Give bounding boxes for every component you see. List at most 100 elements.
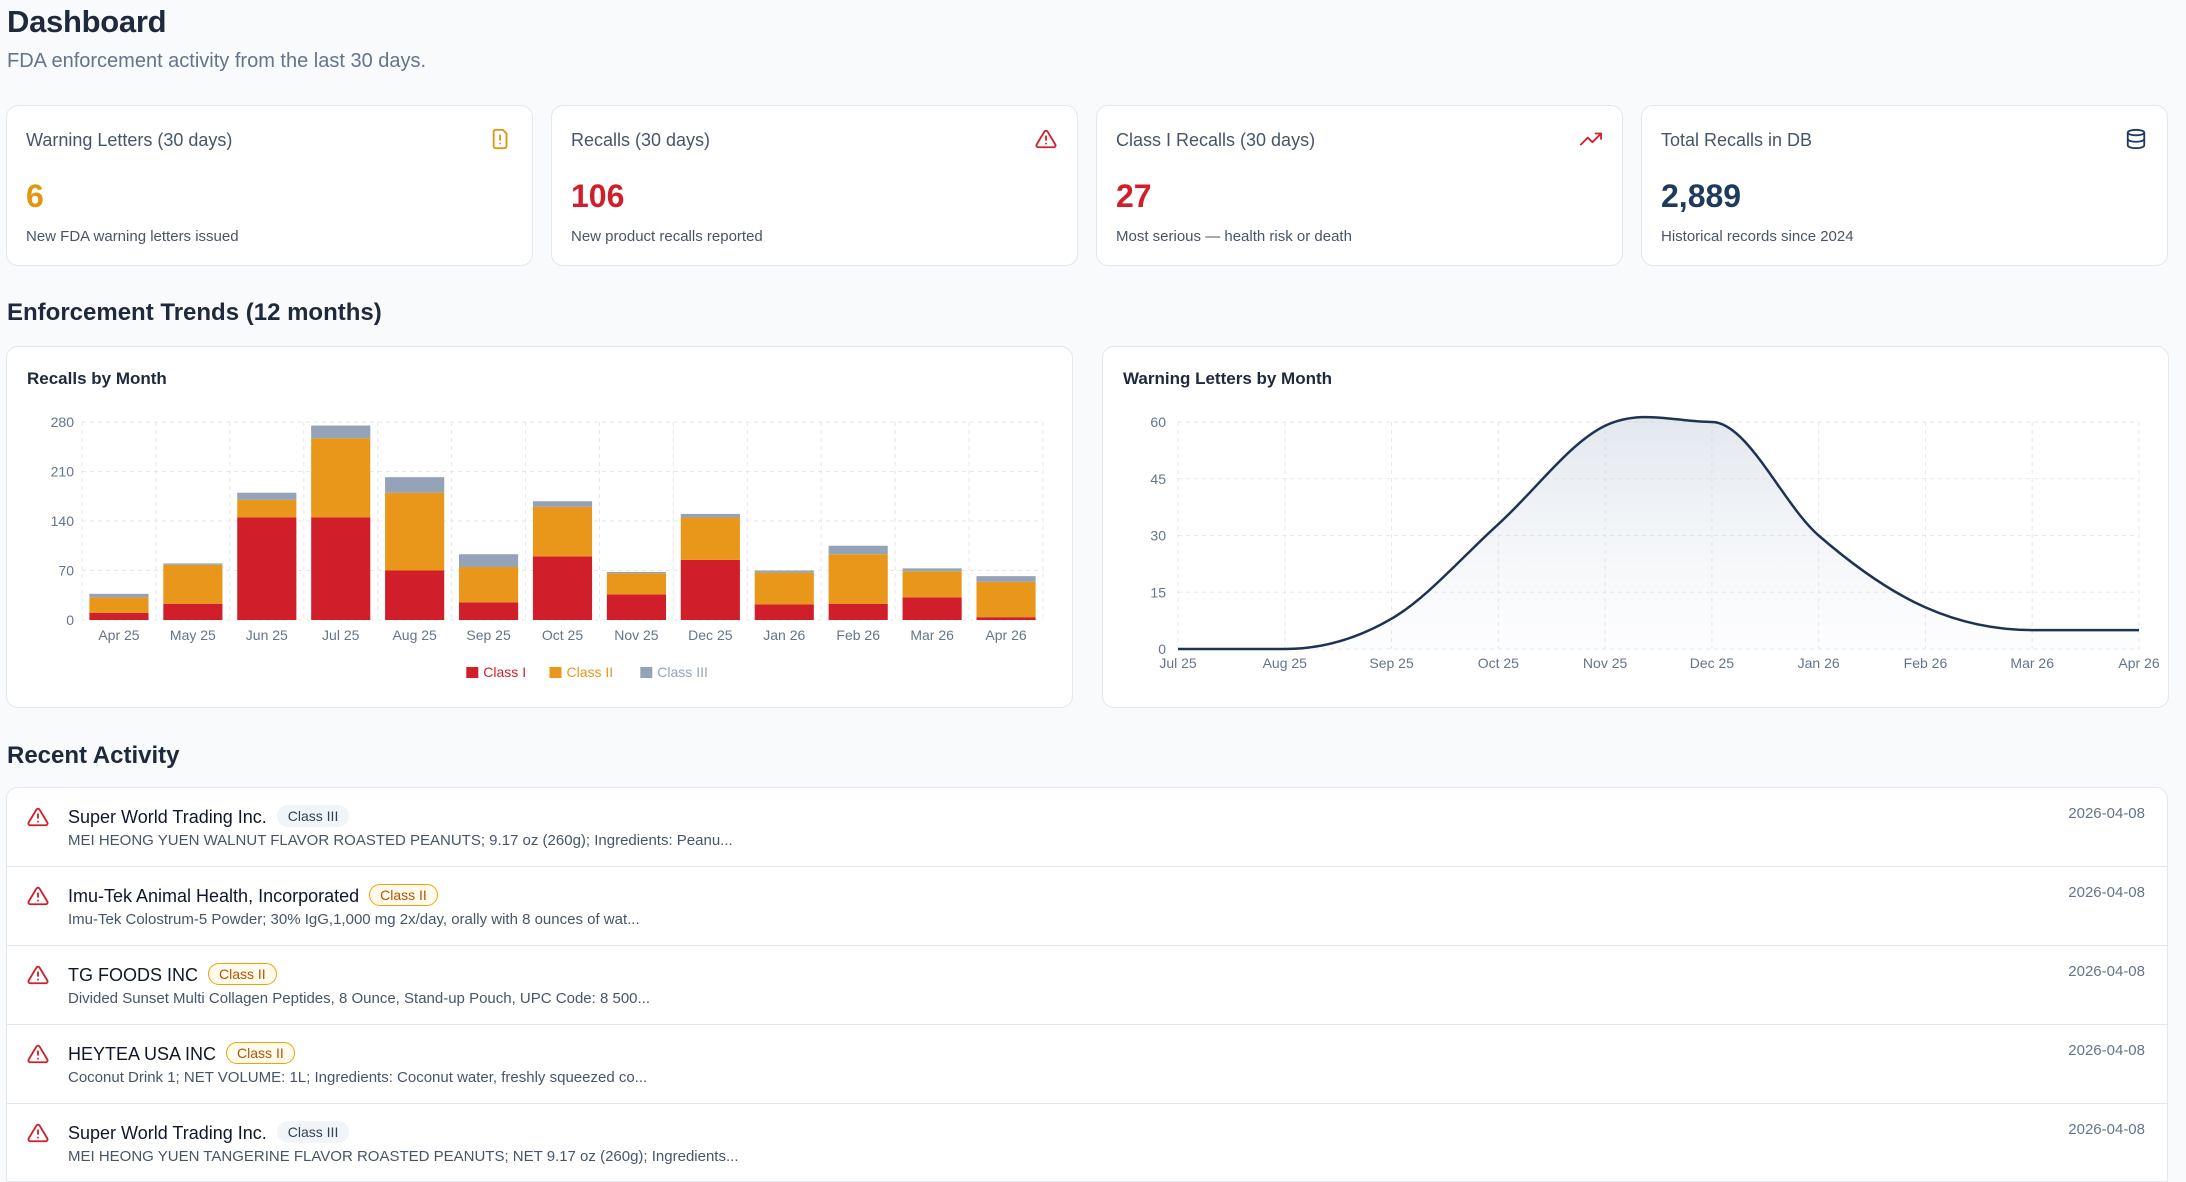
legend-swatch xyxy=(640,667,653,678)
activity-description: MEI HEONG YUEN WALNUT FLAVOR ROASTED PEA… xyxy=(68,832,733,849)
bar-segment xyxy=(311,438,371,518)
bar-segment xyxy=(459,602,519,620)
bar-segment xyxy=(532,556,593,620)
warning-letters-area-chart: 0 15 30 45 60 Jul 25 Aug 25 Sep 25 Oct 25 Nov 25 D… xyxy=(1150,414,2159,671)
x-tick-label: Oct 25 xyxy=(1478,655,1519,671)
bar-segment xyxy=(828,545,888,555)
activity-description: Coconut Drink 1; NET VOLUME: 1L; Ingredi… xyxy=(68,1069,648,1086)
trending-up-icon xyxy=(1580,132,1602,146)
x-tick-label: Aug 25 xyxy=(1263,655,1308,671)
x-tick-label: Aug 25 xyxy=(392,627,437,643)
bar-segment xyxy=(976,581,1036,618)
x-tick-label: Nov 25 xyxy=(1583,655,1628,671)
bar-segment xyxy=(385,477,445,493)
legend-label: Class II xyxy=(567,664,614,680)
stat-description: New FDA warning letters issued xyxy=(26,228,239,245)
activity-date: 2026-04-08 xyxy=(2068,805,2145,822)
stat-card-total-recalls: Total Recalls in DB 2,889 Historical rec… xyxy=(1641,105,2168,266)
chart-title: Warning Letters by Month xyxy=(1123,369,1333,388)
area-fill xyxy=(1178,417,2139,649)
activity-firm-label: HEYTEA USA INC xyxy=(68,1044,217,1064)
recall-class-badge: Class III xyxy=(276,805,350,827)
alert-triangle-icon xyxy=(27,1044,49,1064)
activity-firm-label: Imu-Tek Animal Health, Incorporated xyxy=(68,886,360,906)
stat-label: Class I Recalls (30 days) xyxy=(1116,130,1316,150)
bar-segment xyxy=(237,499,297,518)
recall-class-badge: Class II xyxy=(369,884,438,906)
x-tick-label: Apr 25 xyxy=(98,627,139,643)
activity-list: Super World Trading Inc. Class III MEI HEO… xyxy=(6,787,2168,1182)
alert-triangle-icon xyxy=(27,807,49,827)
activity-firm-label: TG FOODS INC xyxy=(68,965,198,985)
y-tick-label: 70 xyxy=(58,563,74,579)
x-tick-label: Jan 26 xyxy=(763,627,805,643)
stat-label: Recalls (30 days) xyxy=(571,130,711,150)
bar-segment xyxy=(754,572,814,605)
x-tick-label: May 25 xyxy=(170,627,216,643)
stat-value: 27 xyxy=(1116,178,1152,214)
activity-item[interactable]: Super World Trading Inc. Class III MEI HEO… xyxy=(7,1104,2167,1181)
bar-segment xyxy=(680,513,740,518)
x-tick-label: Sep 25 xyxy=(466,627,511,643)
stat-card-warning-letters: Warning Letters (30 days) 6 New FDA warn… xyxy=(6,105,533,266)
bar-segment xyxy=(902,597,962,620)
bar-segment xyxy=(902,568,962,572)
activity-firm-name: Imu-Tek Animal Health, Incorporated Class… xyxy=(68,884,438,907)
file-warning-icon xyxy=(492,128,508,150)
x-tick-label: Dec 25 xyxy=(688,627,733,643)
stat-description: Historical records since 2024 xyxy=(1661,228,1854,245)
alert-triangle-icon xyxy=(27,1123,49,1143)
y-tick-label: 60 xyxy=(1150,414,1166,430)
alert-triangle-icon xyxy=(27,965,49,985)
activity-item[interactable]: HEYTEA USA INC Class II Coconut Drink 1; N… xyxy=(7,1025,2167,1104)
activity-firm-name: Super World Trading Inc. Class III xyxy=(68,805,350,828)
bar-segment xyxy=(532,506,593,557)
y-tick-label: 280 xyxy=(51,414,75,430)
alert-triangle-icon xyxy=(27,886,49,906)
stat-description: Most serious — health risk or death xyxy=(1116,228,1352,245)
stat-label: Total Recalls in DB xyxy=(1661,130,1813,150)
x-tick-label: Mar 26 xyxy=(910,627,954,643)
alert-triangle-icon xyxy=(1035,129,1057,149)
x-tick-label: Jan 26 xyxy=(1798,655,1840,671)
y-tick-label: 0 xyxy=(66,612,74,628)
x-tick-label: Apr 26 xyxy=(985,627,1026,643)
y-tick-label: 0 xyxy=(1158,641,1166,657)
bar-segment xyxy=(89,612,149,620)
bar-segment xyxy=(163,564,223,604)
activity-date: 2026-04-08 xyxy=(2068,884,2145,901)
bar-segment xyxy=(385,570,445,620)
stat-card-recalls: Recalls (30 days) 106 New product recall… xyxy=(551,105,1078,266)
x-tick-label: Mar 26 xyxy=(2010,655,2054,671)
bar-segment xyxy=(532,501,593,507)
bar-segment xyxy=(311,517,371,620)
y-tick-label: 45 xyxy=(1150,471,1166,487)
page-title: Dashboard xyxy=(7,4,167,39)
bar-segment xyxy=(89,597,149,613)
activity-item[interactable]: Imu-Tek Animal Health, Incorporated Class… xyxy=(7,867,2167,946)
x-tick-label: Oct 25 xyxy=(542,627,583,643)
y-tick-label: 140 xyxy=(51,513,75,529)
bar-segment xyxy=(754,570,814,573)
recall-class-badge: Class II xyxy=(208,963,277,985)
activity-item[interactable]: TG FOODS INC Class II Divided Sunset Multi… xyxy=(7,946,2167,1025)
x-tick-label: Sep 25 xyxy=(1369,655,1414,671)
bar-segment xyxy=(163,563,223,565)
x-tick-label: Jun 25 xyxy=(246,627,288,643)
chart-title: Recalls by Month xyxy=(27,369,167,388)
bar-segment xyxy=(606,571,666,574)
x-tick-label: Jul 25 xyxy=(322,627,360,643)
bar-segment xyxy=(385,492,445,571)
bar-segment xyxy=(680,517,740,560)
y-tick-label: 15 xyxy=(1150,584,1166,600)
legend-label: Class III xyxy=(657,664,708,680)
stat-card-class-i-recalls: Class I Recalls (30 days) 27 Most seriou… xyxy=(1096,105,1623,266)
y-tick-label: 30 xyxy=(1150,528,1166,544)
y-tick-label: 210 xyxy=(51,464,75,480)
page-subtitle: FDA enforcement activity from the last 3… xyxy=(7,50,427,72)
bar-segment xyxy=(680,559,740,620)
activity-date: 2026-04-08 xyxy=(2068,1042,2145,1059)
recall-class-badge: Class II xyxy=(226,1042,295,1064)
activity-description: Divided Sunset Multi Collagen Peptides, … xyxy=(68,990,651,1007)
activity-item[interactable]: Super World Trading Inc. Class III MEI HEO… xyxy=(7,788,2167,867)
